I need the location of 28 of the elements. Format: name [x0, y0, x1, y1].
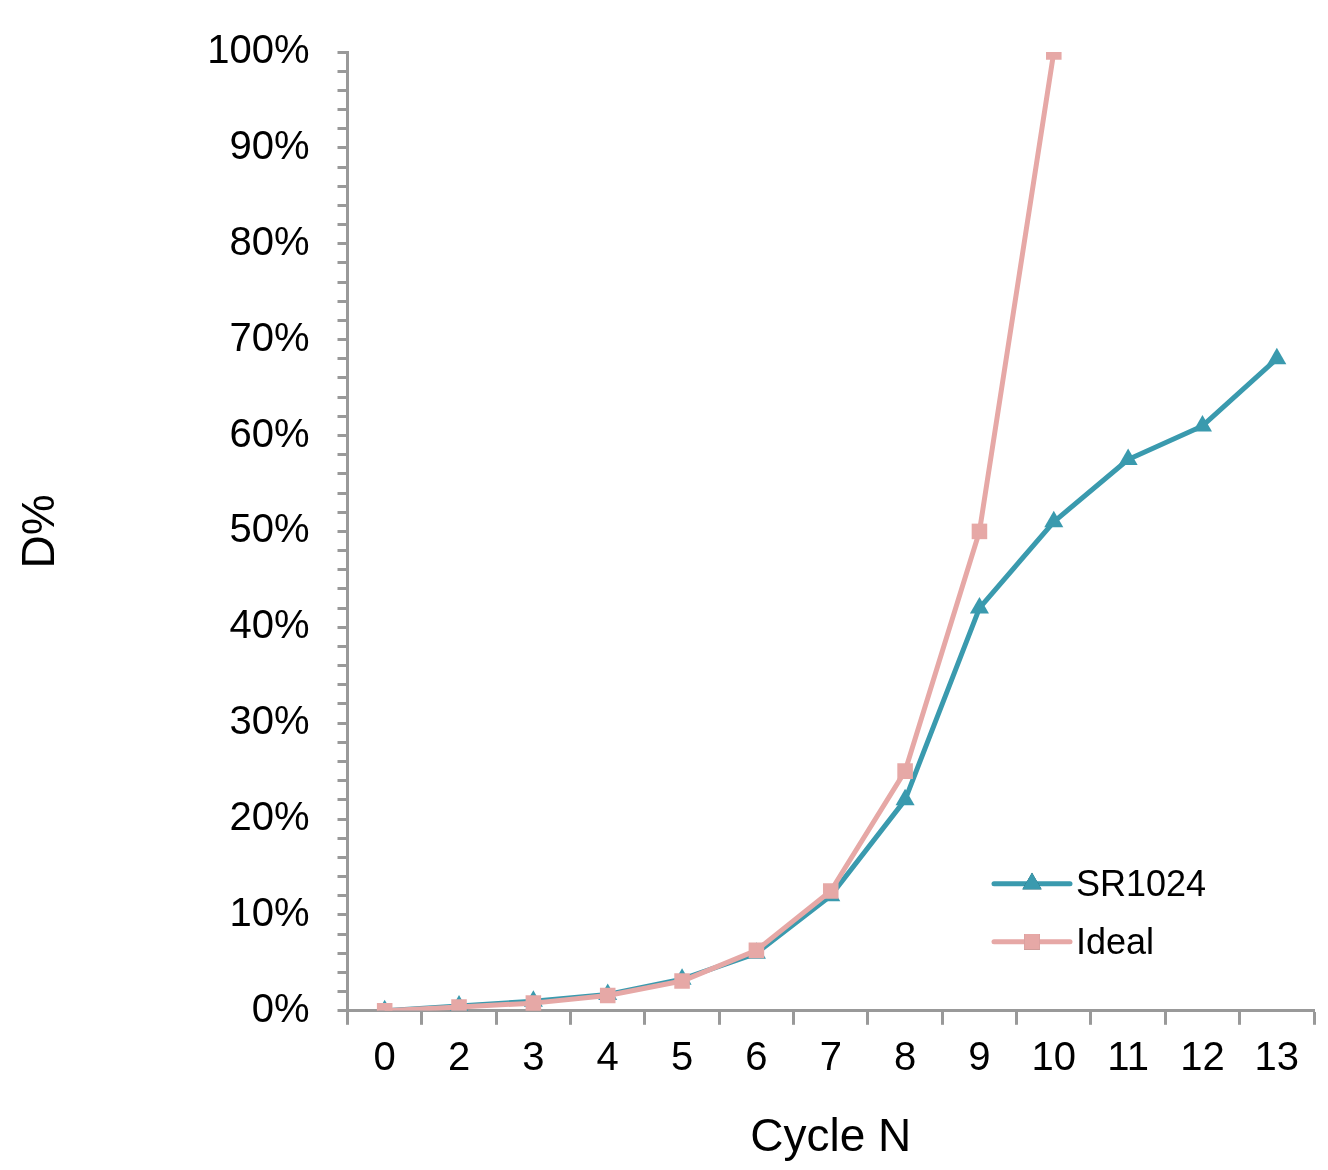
x-tick-label: 7 — [819, 1033, 842, 1078]
x-tick-label: 0 — [373, 1033, 396, 1078]
x-tick-label: 3 — [522, 1033, 545, 1078]
x-tick-label: 5 — [670, 1033, 694, 1078]
y-tick-label: 80% — [229, 218, 310, 263]
y-tick-label: 100% — [207, 27, 310, 72]
y-axis-title: D% — [12, 494, 65, 569]
legend-label: SR1024 — [1076, 862, 1207, 904]
x-axis-title: Cycle N — [750, 1109, 912, 1162]
x-tick-label: 2 — [447, 1033, 471, 1078]
x-tick-label: 8 — [893, 1033, 917, 1078]
x-tick-label: 13 — [1254, 1033, 1300, 1078]
x-tick-label: 9 — [968, 1033, 991, 1078]
y-tick-label: 10% — [229, 889, 310, 934]
y-tick-label: 40% — [229, 602, 310, 647]
y-tick-label: 50% — [229, 506, 310, 551]
y-tick-label: 60% — [229, 410, 310, 455]
x-tick-label: 6 — [745, 1033, 768, 1078]
y-tick-label: 0% — [251, 985, 310, 1030]
y-tick-label: 30% — [229, 698, 310, 743]
y-tick-label: 20% — [229, 794, 310, 839]
x-tick-label: 11 — [1107, 1033, 1149, 1078]
y-tick-label: 70% — [229, 314, 310, 359]
x-tick-label: 10 — [1031, 1033, 1077, 1078]
x-tick-label: 4 — [596, 1033, 619, 1078]
legend-label: Ideal — [1076, 920, 1155, 962]
x-tick-label: 12 — [1180, 1033, 1225, 1078]
y-tick-label: 90% — [229, 122, 310, 167]
